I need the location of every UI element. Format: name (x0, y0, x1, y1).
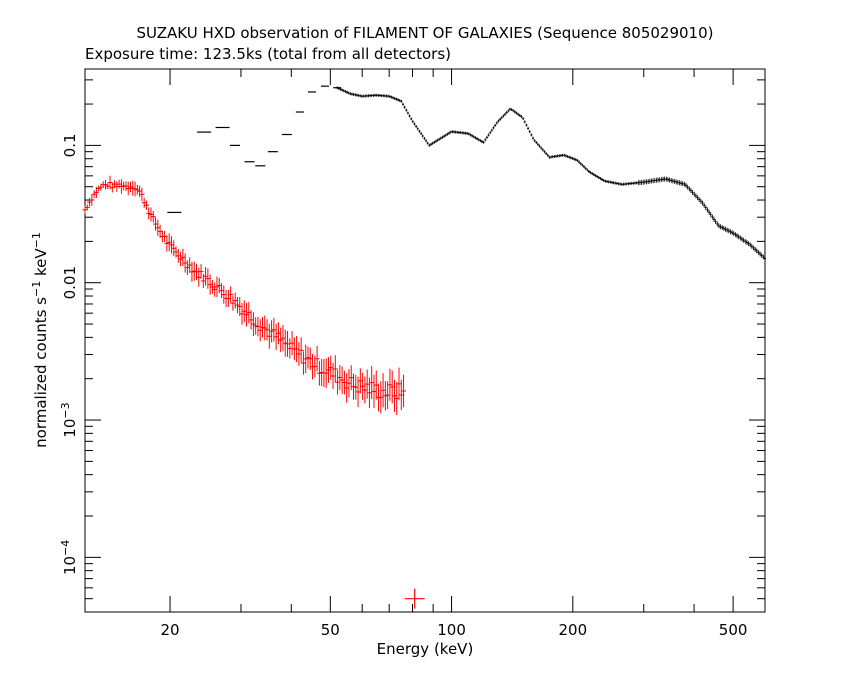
y-axis-label-sup2: −1 (30, 232, 43, 248)
series-red (82, 175, 425, 609)
y-tick-label: 10−3 (59, 402, 80, 437)
y-tick-label-text: 10−4 (59, 540, 80, 575)
y-tick-label: 0.01 (61, 266, 79, 299)
y-tick-label-base: 10 (61, 419, 79, 438)
x-tick-label: 100 (437, 621, 466, 639)
y-tick-label: 0.1 (61, 133, 79, 157)
y-axis-label-mid: keV (32, 248, 50, 281)
x-tick-label: 200 (559, 621, 588, 639)
data-series (82, 85, 766, 609)
chart-subtitle: Exposure time: 123.5ks (total from all d… (85, 45, 451, 63)
y-tick-label-text: 0.1 (61, 133, 79, 157)
x-tick-label: 20 (160, 621, 179, 639)
y-tick-label: 10−4 (59, 540, 80, 575)
x-tick-label: 50 (321, 621, 340, 639)
y-tick-label-exp: −4 (59, 540, 72, 556)
y-axis-label: normalized counts s−1 keV−1 (30, 232, 51, 448)
y-axis-label-base: normalized counts s (32, 297, 50, 448)
x-axis-label: Energy (keV) (377, 640, 474, 658)
axis-ticks (85, 69, 766, 613)
y-tick-label-exp: −3 (59, 402, 72, 418)
x-tick-label: 500 (719, 621, 748, 639)
plot-frame (84, 68, 766, 613)
series-black (167, 85, 766, 262)
chart-title: SUZAKU HXD observation of FILAMENT OF GA… (137, 24, 714, 42)
y-tick-label-text: 10−3 (59, 402, 80, 437)
y-tick-label-text: 0.01 (61, 266, 79, 299)
y-tick-label-base: 10 (61, 556, 79, 575)
y-axis-label-sup1: −1 (30, 281, 43, 297)
